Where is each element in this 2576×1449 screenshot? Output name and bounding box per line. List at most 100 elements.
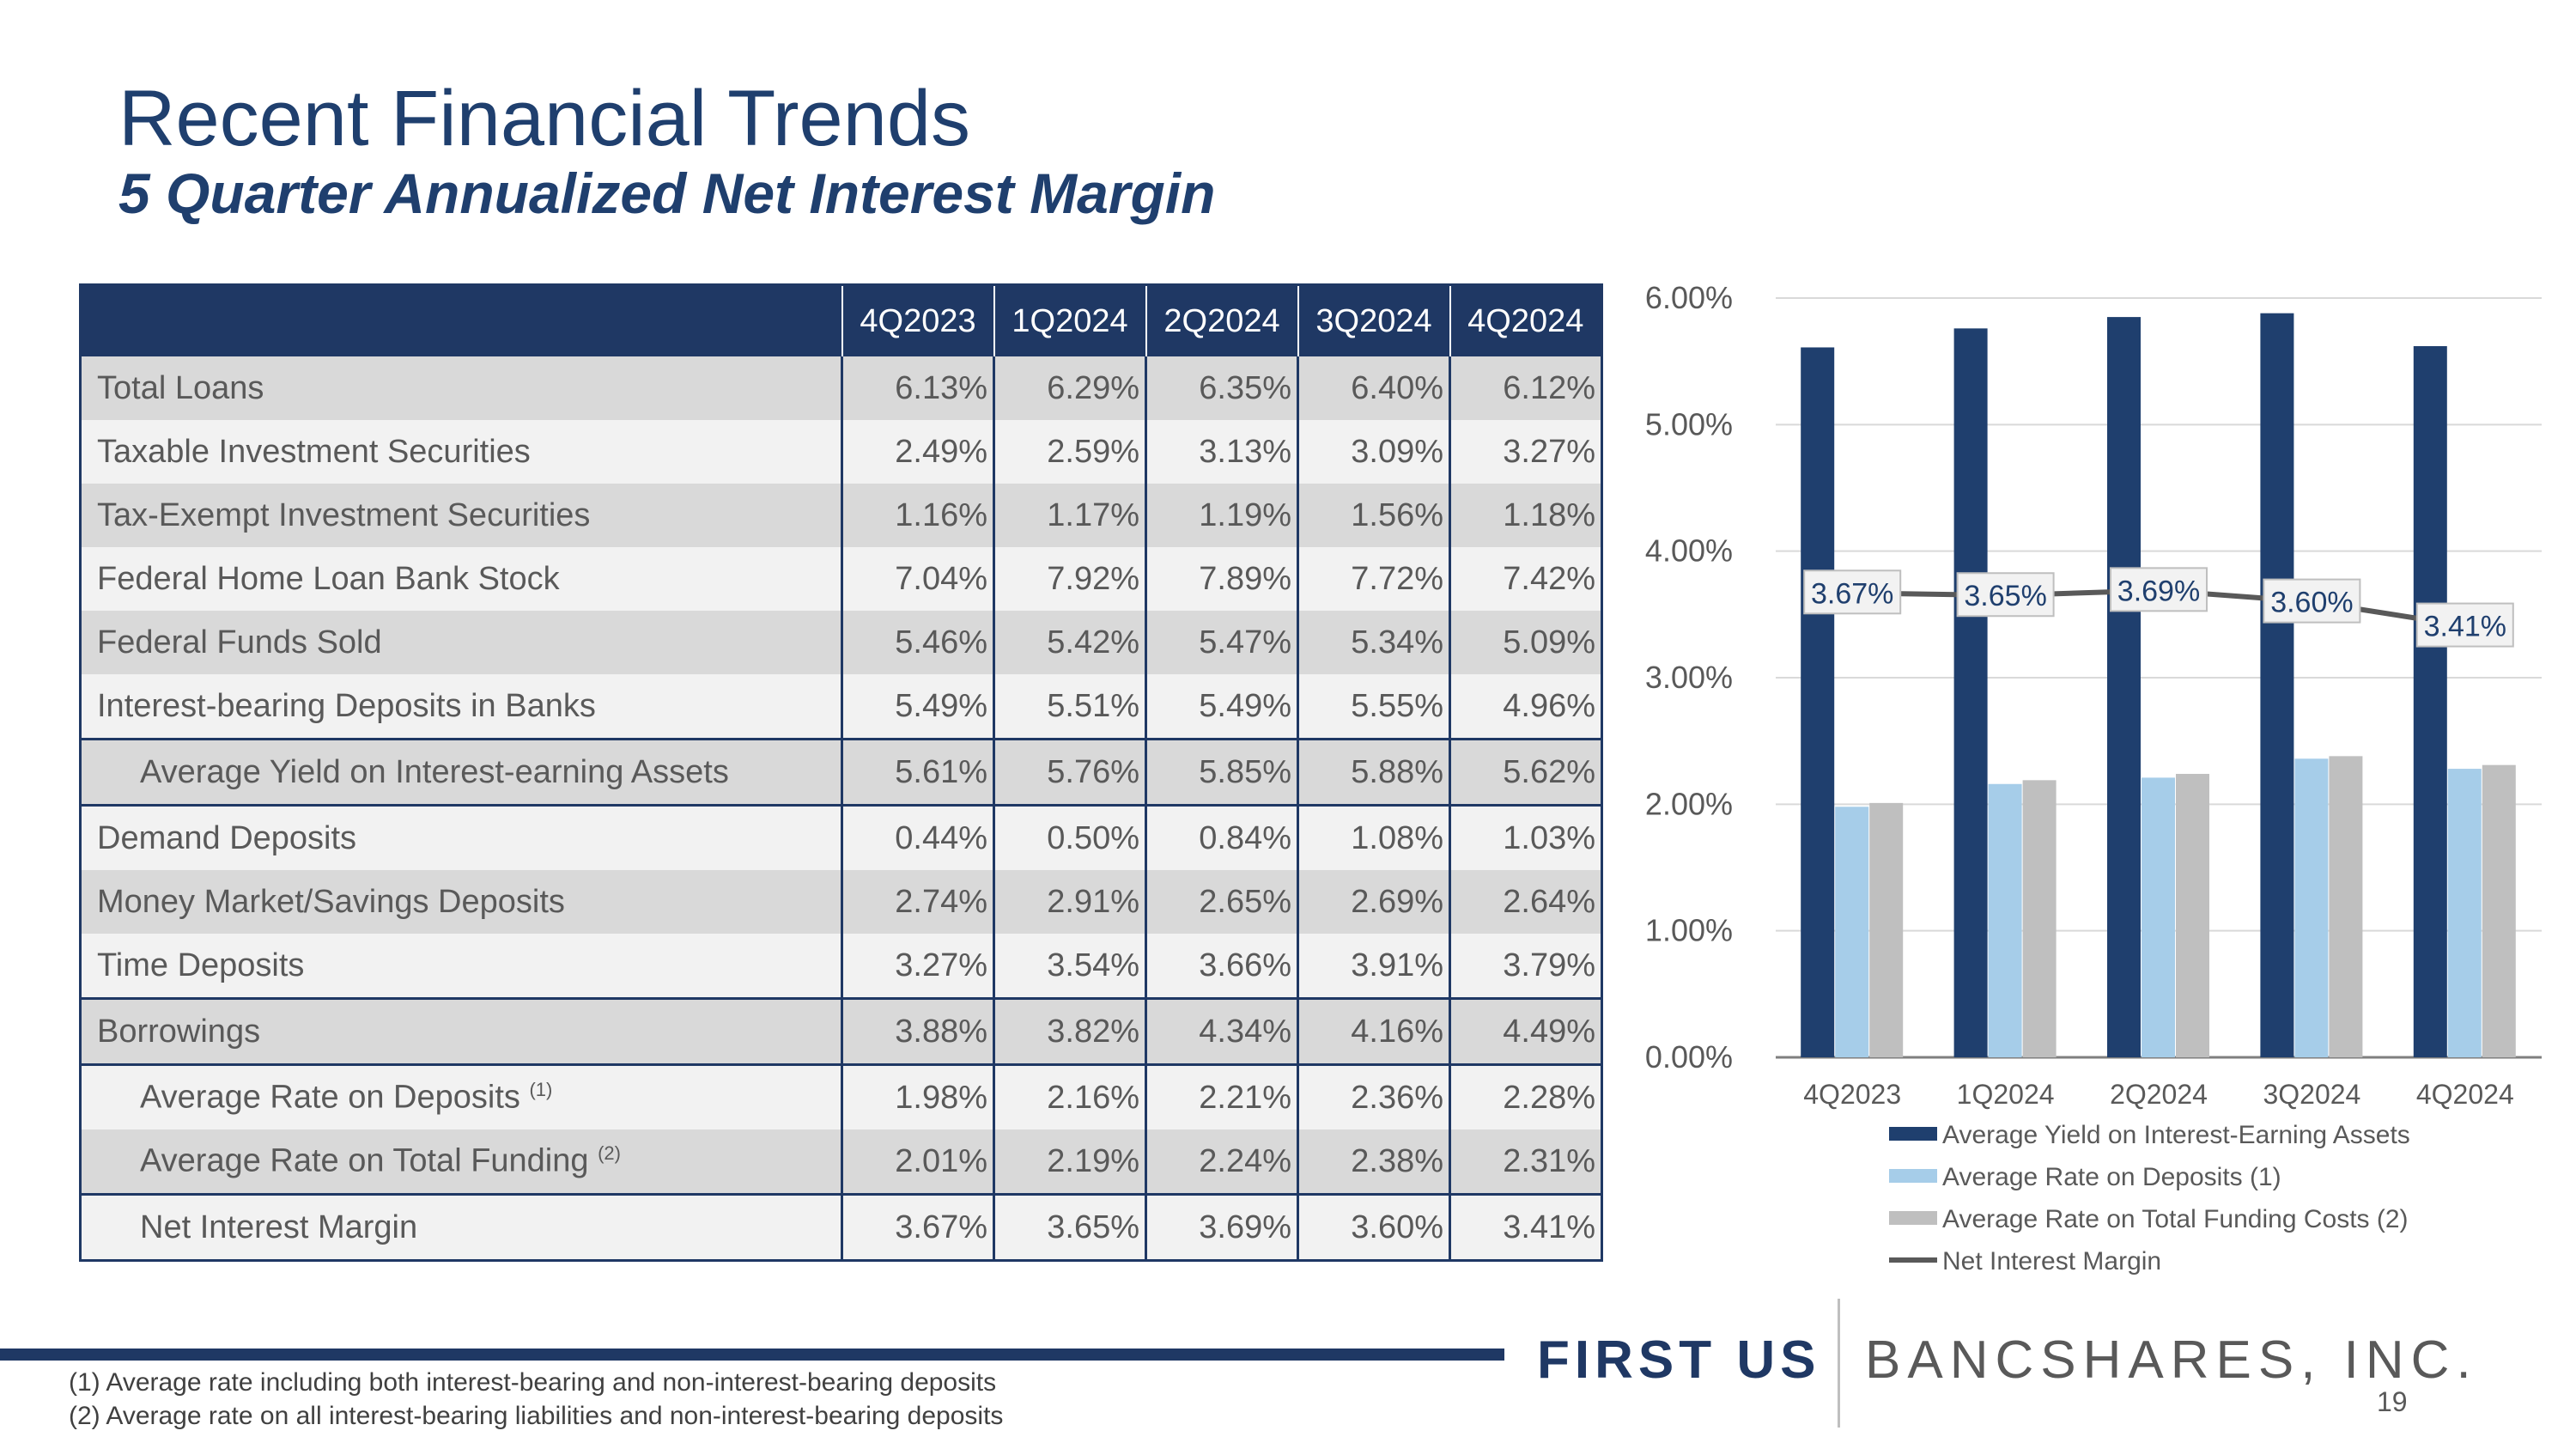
table-cell: 5.47%	[1145, 611, 1298, 674]
table-header-row: 4Q2023 1Q2024 2Q2024 3Q2024 4Q2024	[80, 284, 1602, 356]
table-cell: 2.16%	[993, 1063, 1146, 1129]
table-cell: 5.42%	[993, 611, 1146, 674]
page-number: 19	[2377, 1386, 2408, 1417]
table-row: Time Deposits 3.27% 3.54% 3.66% 3.91% 3.79%	[80, 934, 1602, 999]
nim-data-label-box	[2415, 602, 2514, 648]
table-cell: 7.42%	[1449, 547, 1602, 611]
column-header: 1Q2024	[993, 284, 1146, 356]
table-cell: 2.74%	[841, 870, 994, 934]
row-label-text: Average Yield on Interest-earning Assets	[140, 753, 729, 790]
nim-chart: 0.00% 1.00% 2.00% 3.00% 4.00% 5.00% 6.00% 4Q202…	[1645, 280, 2542, 1275]
x-tick-label: 1Q2024	[1957, 1079, 2055, 1110]
table-cell: 3.60%	[1297, 1193, 1450, 1261]
row-label-text: Time Deposits	[97, 947, 305, 983]
page-subtitle: 5 Quarter Annualized Net Interest Margin	[118, 161, 1216, 225]
nim-data-label: 3.60%	[2270, 587, 2353, 619]
table-cell: 3.54%	[993, 934, 1146, 999]
bar-deposits	[2142, 777, 2175, 1057]
table-cell: 2.64%	[1449, 870, 1602, 934]
table-cell: 3.41%	[1449, 1193, 1602, 1261]
table-row: Borrowings 3.88% 3.82% 4.34% 4.16% 4.49%	[80, 997, 1602, 1065]
table-row: Taxable Investment Securities 2.49% 2.59% 3…	[80, 420, 1602, 484]
table-cell: 5.85%	[1145, 738, 1298, 806]
row-label-text: Average Rate on Total Funding	[140, 1142, 589, 1179]
table-cell: 1.17%	[993, 484, 1146, 547]
y-tick-label: 1.00%	[1645, 913, 1733, 948]
table-cell: 6.40%	[1297, 356, 1450, 420]
table-cell: 3.27%	[841, 934, 994, 999]
bar-funding	[2329, 756, 2363, 1057]
table-cell: 1.98%	[841, 1063, 994, 1129]
table-cell: 3.67%	[841, 1193, 994, 1261]
x-tick-label: 3Q2024	[2263, 1079, 2360, 1110]
table-cell: 1.56%	[1297, 484, 1450, 547]
table-cell: 7.92%	[993, 547, 1146, 611]
x-tick-label: 2Q2024	[2110, 1079, 2208, 1110]
table-row: Demand Deposits 0.44% 0.50% 0.84% 1.08% 1.03%	[80, 804, 1602, 870]
row-label-text: Borrowings	[97, 1013, 261, 1050]
logo-first-us: FIRST US	[1537, 1330, 1821, 1390]
row-label: Total Loans	[80, 356, 842, 420]
legend-label: Average Rate on Total Funding Costs (2)	[1942, 1205, 2409, 1233]
table-cell: 6.12%	[1449, 356, 1602, 420]
column-header: 4Q2024	[1449, 284, 1602, 356]
table-cell: 0.50%	[993, 804, 1146, 870]
table-cell: 1.03%	[1449, 804, 1602, 870]
row-label: Time Deposits	[80, 934, 842, 999]
table-cell: 0.44%	[841, 804, 994, 870]
table-cell: 2.24%	[1145, 1129, 1298, 1195]
table-cell: 5.61%	[841, 738, 994, 806]
row-label: Borrowings	[80, 997, 842, 1065]
row-label-text: Net Interest Margin	[140, 1209, 418, 1245]
table-cell: 7.89%	[1145, 547, 1298, 611]
x-tick-label: 4Q2023	[1803, 1079, 1901, 1110]
footnote-marker: (1)	[529, 1079, 553, 1101]
row-label: Average Rate on Deposits (1)	[80, 1063, 842, 1129]
table-cell: 5.51%	[993, 674, 1146, 740]
bottom-rule	[0, 1349, 1504, 1361]
table-cell: 3.13%	[1145, 420, 1298, 484]
row-label: Average Yield on Interest-earning Assets	[80, 738, 842, 806]
bar-yield	[2260, 313, 2294, 1057]
table-cell: 2.28%	[1449, 1063, 1602, 1129]
bar-funding	[2176, 773, 2209, 1057]
y-tick-label: 0.00%	[1645, 1039, 1733, 1075]
table-cell: 2.31%	[1449, 1129, 1602, 1195]
table-cell: 5.49%	[841, 674, 994, 740]
table-cell: 3.79%	[1449, 934, 1602, 999]
row-label-text: Total Loans	[97, 369, 264, 406]
table-row: Total Loans 6.13% 6.29% 6.35% 6.40% 6.12%	[80, 356, 1602, 420]
legend-swatch	[1889, 1127, 1937, 1141]
table-row: Average Rate on Total Funding (2) 2.01% 2.…	[80, 1129, 1602, 1195]
table-row: Average Rate on Deposits (1) 1.98% 2.16% 2.…	[80, 1063, 1602, 1129]
table-cell: 3.69%	[1145, 1193, 1298, 1261]
table-cell: 2.38%	[1297, 1129, 1450, 1195]
table-cell: 3.66%	[1145, 934, 1298, 999]
row-label: Federal Home Loan Bank Stock	[80, 547, 842, 611]
table-cell: 2.36%	[1297, 1063, 1450, 1129]
column-header: 4Q2023	[841, 284, 994, 356]
row-label: Interest-bearing Deposits in Banks	[80, 674, 842, 740]
row-label-text: Average Rate on Deposits	[140, 1079, 520, 1116]
row-label-text: Federal Home Loan Bank Stock	[97, 560, 560, 597]
row-label: Average Rate on Total Funding (2)	[80, 1129, 842, 1195]
table-cell: 1.16%	[841, 484, 994, 547]
column-header: 3Q2024	[1297, 284, 1450, 356]
table-cell: 2.59%	[993, 420, 1146, 484]
nim-data-label: 3.69%	[2117, 575, 2200, 607]
table-cell: 2.49%	[841, 420, 994, 484]
table-body: Total Loans 6.13% 6.29% 6.35% 6.40% 6.12% Taxa…	[80, 356, 1602, 1261]
table-cell: 5.88%	[1297, 738, 1450, 806]
bar-deposits	[2447, 769, 2482, 1057]
footnote-marker: (2)	[598, 1142, 621, 1165]
row-label-text: Money Market/Savings Deposits	[97, 883, 565, 920]
table-cell: 2.91%	[993, 870, 1146, 934]
page-title: Recent Financial Trends	[118, 75, 971, 162]
nim-data-label-box	[2110, 567, 2208, 612]
table-cell: 5.34%	[1297, 611, 1450, 674]
legend-label: Average Yield on Interest-Earning Assets	[1942, 1121, 2410, 1149]
table-cell: 4.49%	[1449, 997, 1602, 1065]
table-cell: 5.09%	[1449, 611, 1602, 674]
table-cell: 2.65%	[1145, 870, 1298, 934]
bar-deposits	[2294, 758, 2329, 1057]
